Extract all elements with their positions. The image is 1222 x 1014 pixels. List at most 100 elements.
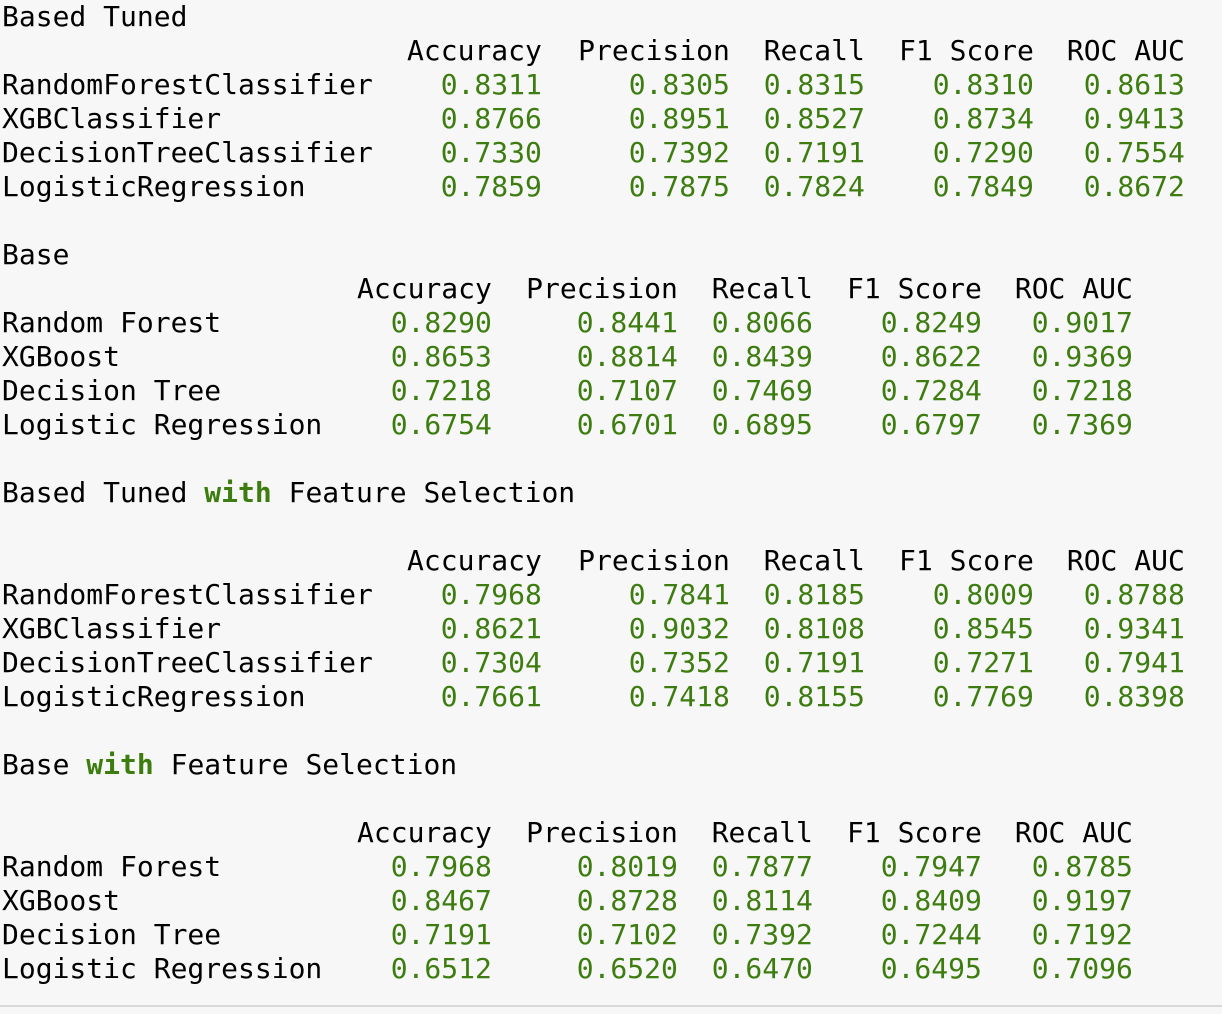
table-header-row: Accuracy Precision Recall F1 Score ROC AUC bbox=[2, 544, 1185, 578]
table-row: XGBClassifier 0.8621 0.9032 0.8108 0.8545 0.9… bbox=[2, 612, 1185, 646]
metric-value: 0.8398 bbox=[1083, 680, 1185, 713]
metric-value: 0.7875 bbox=[628, 170, 730, 203]
column-header: Recall bbox=[711, 816, 813, 849]
table-row: Decision Tree 0.7218 0.7107 0.7469 0.7284 0.7… bbox=[2, 374, 1133, 408]
section-title: Base with Feature Selection bbox=[2, 748, 1222, 782]
output-bottom-border bbox=[0, 1005, 1222, 1007]
model-name: XGBoost bbox=[2, 884, 121, 917]
model-name: Logistic Regression bbox=[2, 408, 323, 441]
section-title-text: Base bbox=[2, 238, 70, 271]
column-header: Recall bbox=[711, 272, 813, 305]
column-header: Precision bbox=[526, 272, 678, 305]
model-name: LogisticRegression bbox=[2, 170, 306, 203]
metric-value: 0.7102 bbox=[576, 918, 678, 951]
table-row: Random Forest 0.8290 0.8441 0.8066 0.8249 0.9… bbox=[2, 306, 1133, 340]
metric-value: 0.8766 bbox=[440, 102, 542, 135]
metric-value: 0.8622 bbox=[880, 340, 982, 373]
metric-value: 0.8814 bbox=[576, 340, 678, 373]
metric-value: 0.7304 bbox=[440, 646, 542, 679]
table-row: Random Forest 0.7968 0.8019 0.7877 0.7947 0.8… bbox=[2, 850, 1133, 884]
metric-value: 0.8672 bbox=[1083, 170, 1185, 203]
metric-value: 0.9017 bbox=[1031, 306, 1133, 339]
metric-value: 0.7244 bbox=[880, 918, 982, 951]
metric-value: 0.9413 bbox=[1083, 102, 1185, 135]
column-header: Precision bbox=[578, 34, 730, 67]
column-header: F1 Score bbox=[847, 272, 982, 305]
metrics-table: Accuracy Precision Recall F1 Score ROC AUC Ra… bbox=[2, 544, 1185, 714]
metrics-table: Accuracy Precision Recall F1 Score ROC AUC Ra… bbox=[2, 34, 1185, 204]
metric-value: 0.8185 bbox=[763, 578, 865, 611]
column-header: Precision bbox=[578, 544, 730, 577]
model-name: LogisticRegression bbox=[2, 680, 306, 713]
metric-value: 0.8114 bbox=[711, 884, 813, 917]
keyword-with: with bbox=[86, 748, 154, 781]
model-name: RandomForestClassifier bbox=[2, 578, 373, 611]
metric-value: 0.7369 bbox=[1031, 408, 1133, 441]
metric-value: 0.8290 bbox=[390, 306, 492, 339]
model-name: XGBoost bbox=[2, 340, 121, 373]
table-row: RandomForestClassifier 0.7968 0.7841 0.8185… bbox=[2, 578, 1185, 612]
metric-value: 0.8951 bbox=[628, 102, 730, 135]
table-corner bbox=[2, 544, 407, 578]
table-corner bbox=[2, 34, 407, 68]
model-name: Decision Tree bbox=[2, 918, 222, 951]
metric-value: 0.8310 bbox=[932, 68, 1034, 101]
metric-value: 0.7191 bbox=[763, 136, 865, 169]
metric-value: 0.8441 bbox=[576, 306, 678, 339]
column-header: ROC AUC bbox=[1066, 34, 1185, 67]
metric-value: 0.9341 bbox=[1083, 612, 1185, 645]
metric-value: 0.8315 bbox=[763, 68, 865, 101]
metric-value: 0.8305 bbox=[628, 68, 730, 101]
metric-value: 0.7841 bbox=[628, 578, 730, 611]
metric-value: 0.6895 bbox=[711, 408, 813, 441]
model-name: XGBClassifier bbox=[2, 612, 222, 645]
table-row: XGBClassifier 0.8766 0.8951 0.8527 0.8734 0.9… bbox=[2, 102, 1185, 136]
metric-value: 0.8613 bbox=[1083, 68, 1185, 101]
metric-value: 0.7824 bbox=[763, 170, 865, 203]
metric-value: 0.8249 bbox=[880, 306, 982, 339]
metric-value: 0.7859 bbox=[440, 170, 542, 203]
metric-value: 0.7352 bbox=[628, 646, 730, 679]
table-header-row: Accuracy Precision Recall F1 Score ROC AUC bbox=[2, 34, 1185, 68]
blank-line bbox=[2, 714, 1222, 748]
metric-value: 0.7392 bbox=[711, 918, 813, 951]
metric-value: 0.7968 bbox=[390, 850, 492, 883]
table-row: XGBoost 0.8467 0.8728 0.8114 0.8409 0.9197 bbox=[2, 884, 1133, 918]
metric-value: 0.6470 bbox=[711, 952, 813, 985]
metric-value: 0.7661 bbox=[440, 680, 542, 713]
metric-value: 0.7271 bbox=[932, 646, 1034, 679]
metric-value: 0.7218 bbox=[390, 374, 492, 407]
column-header: Accuracy bbox=[357, 816, 492, 849]
section-title-text: Feature Selection bbox=[153, 748, 458, 781]
column-header: F1 Score bbox=[899, 34, 1034, 67]
metric-value: 0.6701 bbox=[576, 408, 678, 441]
section-title-text: Base bbox=[2, 748, 87, 781]
section-title-text: Feature Selection bbox=[271, 476, 576, 509]
metric-value: 0.7968 bbox=[440, 578, 542, 611]
metric-value: 0.8728 bbox=[576, 884, 678, 917]
section-title: Based Tuned with Feature Selection bbox=[2, 476, 1222, 510]
metric-value: 0.7096 bbox=[1031, 952, 1133, 985]
blank-line bbox=[2, 442, 1222, 476]
metric-value: 0.6520 bbox=[576, 952, 678, 985]
keyword-with: with bbox=[204, 476, 272, 509]
section-title: Base bbox=[2, 238, 1222, 272]
metric-value: 0.7107 bbox=[576, 374, 678, 407]
metric-value: 0.8653 bbox=[390, 340, 492, 373]
metric-value: 0.7192 bbox=[1031, 918, 1133, 951]
metric-value: 0.8409 bbox=[880, 884, 982, 917]
metric-value: 0.7392 bbox=[628, 136, 730, 169]
column-header: ROC AUC bbox=[1066, 544, 1185, 577]
model-name: Random Forest bbox=[2, 306, 222, 339]
metric-value: 0.7877 bbox=[711, 850, 813, 883]
metric-value: 0.9197 bbox=[1031, 884, 1133, 917]
metric-value: 0.6512 bbox=[390, 952, 492, 985]
column-header: F1 Score bbox=[847, 816, 982, 849]
table-row: LogisticRegression 0.7859 0.7875 0.7824 0.78… bbox=[2, 170, 1185, 204]
column-header: ROC AUC bbox=[1014, 272, 1133, 305]
column-header: Accuracy bbox=[357, 272, 492, 305]
model-name: XGBClassifier bbox=[2, 102, 222, 135]
column-header: Accuracy bbox=[407, 34, 542, 67]
metrics-table: Accuracy Precision Recall F1 Score ROC AUC Ra… bbox=[2, 272, 1133, 442]
metric-value: 0.6797 bbox=[880, 408, 982, 441]
